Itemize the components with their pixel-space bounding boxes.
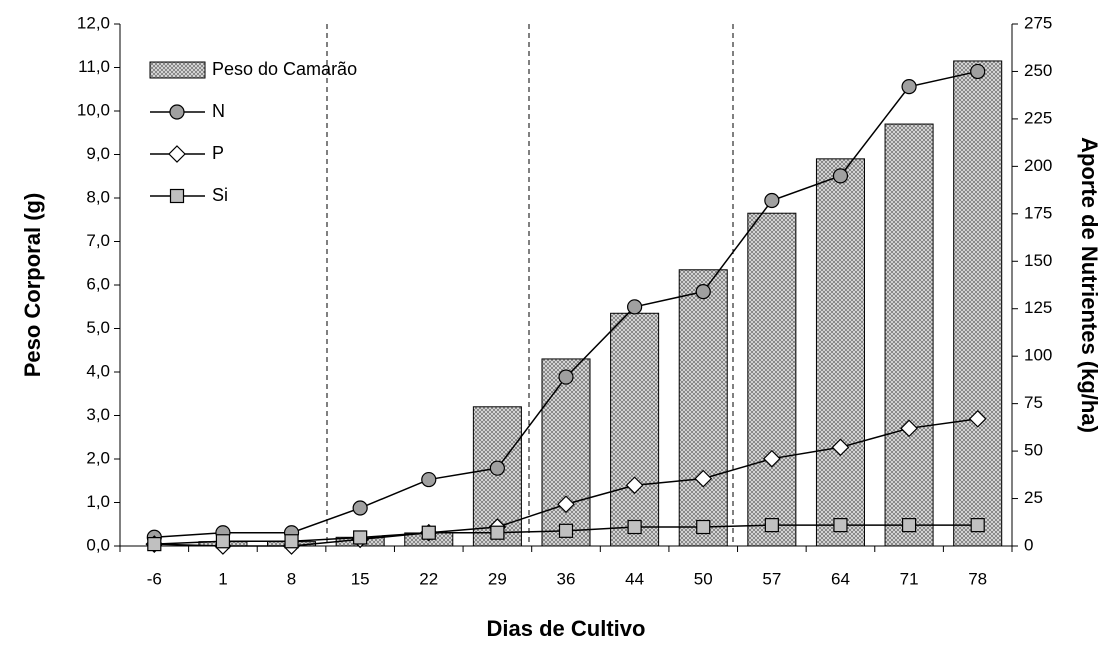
y-tick-label: 4,0 [86, 361, 110, 380]
legend-label: Peso do Camarão [212, 59, 357, 79]
marker [168, 145, 186, 163]
marker [764, 192, 780, 209]
y2-tick-label: 200 [1024, 156, 1052, 175]
x-tick-label: 8 [287, 569, 296, 588]
marker [833, 518, 848, 533]
x-axis-title: Dias de Cultivo [487, 616, 646, 641]
legend-swatch [149, 61, 206, 79]
marker [147, 537, 162, 552]
y2-tick-label: 175 [1024, 203, 1052, 222]
y-tick-label: 8,0 [86, 187, 110, 206]
x-tick-label: 78 [968, 569, 987, 588]
y-tick-label: 6,0 [86, 274, 110, 293]
x-tick-label: 57 [762, 569, 781, 588]
marker [970, 63, 986, 80]
marker [169, 188, 185, 204]
marker [557, 495, 575, 514]
marker [831, 438, 850, 457]
marker [421, 471, 437, 488]
marker [558, 523, 574, 538]
bar [610, 312, 660, 547]
bar [541, 358, 591, 547]
marker [968, 409, 987, 428]
y2-tick-label: 0 [1024, 535, 1033, 554]
marker [832, 168, 849, 184]
y-tick-label: 1,0 [86, 492, 110, 511]
marker [284, 534, 299, 549]
marker [764, 518, 779, 533]
x-tick-label: 36 [557, 569, 576, 588]
y-tick-label: 9,0 [86, 144, 110, 163]
y2-tick-label: 125 [1024, 298, 1052, 317]
x-tick-label: 1 [218, 569, 227, 588]
marker [901, 79, 917, 95]
y-tick-label: 2,0 [86, 448, 110, 467]
marker [694, 469, 713, 488]
marker [490, 525, 505, 540]
y-tick-label: 11,0 [78, 57, 110, 76]
x-tick-label: -6 [147, 569, 162, 588]
bar [953, 60, 1003, 547]
y2-tick-label: 150 [1024, 251, 1052, 270]
bar [884, 123, 934, 547]
legend-label: P [212, 143, 224, 163]
marker [696, 519, 711, 535]
legend-label: Si [212, 185, 228, 205]
marker [627, 299, 643, 315]
y-tick-label: 12,0 [77, 13, 110, 32]
x-tick-label: 44 [625, 569, 644, 588]
legend-label: N [212, 101, 225, 121]
marker [353, 530, 368, 545]
y-axis-title: Peso Corporal (g) [20, 193, 45, 378]
marker [421, 525, 436, 540]
marker [215, 534, 231, 549]
bar [747, 212, 797, 547]
marker [625, 476, 644, 495]
x-tick-label: 71 [900, 569, 919, 588]
marker [762, 449, 781, 468]
marker [627, 519, 642, 535]
y-tick-label: 3,0 [86, 405, 110, 424]
y2-tick-label: 100 [1024, 346, 1052, 365]
y2-tick-label: 225 [1024, 108, 1052, 127]
x-tick-label: 29 [488, 569, 507, 588]
y-tick-label: 5,0 [86, 318, 110, 337]
marker [489, 460, 505, 476]
y2-tick-label: 275 [1024, 13, 1052, 32]
marker [352, 500, 368, 516]
y2-axis-title: Aporte de Nutrientes (kg/ha) [1077, 137, 1102, 433]
y-tick-label: 10,0 [77, 100, 110, 119]
bar [815, 158, 865, 547]
marker [970, 518, 985, 533]
y-tick-label: 0,0 [86, 535, 110, 554]
y-tick-label: 7,0 [86, 231, 110, 250]
marker [695, 284, 711, 300]
marker [169, 104, 185, 120]
x-tick-label: 50 [694, 569, 713, 588]
y2-tick-label: 25 [1024, 488, 1043, 507]
x-tick-label: 15 [351, 569, 370, 588]
marker [900, 419, 918, 438]
marker [901, 518, 917, 533]
marker [558, 369, 574, 385]
x-tick-label: 22 [419, 569, 438, 588]
y2-tick-label: 250 [1024, 61, 1052, 80]
y2-tick-label: 50 [1024, 441, 1043, 460]
y2-tick-label: 75 [1024, 393, 1043, 412]
x-tick-label: 64 [831, 569, 850, 588]
bar [678, 269, 728, 547]
